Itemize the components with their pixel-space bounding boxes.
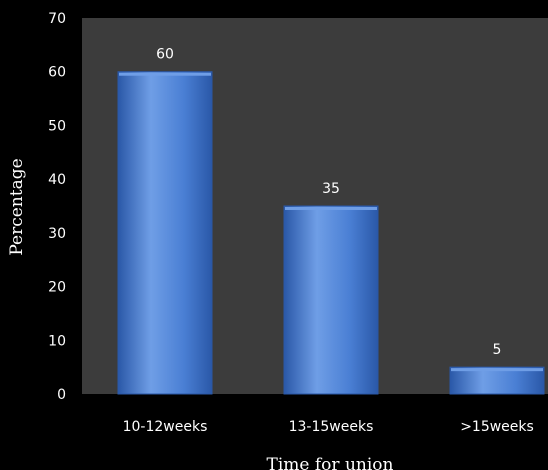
y-tick-label: 30	[48, 226, 66, 242]
y-axis-ticks: 0 10 20 30 40 50 60 70	[48, 11, 66, 403]
data-label: 35	[322, 181, 340, 197]
x-category-label: 13-15weeks	[289, 419, 374, 435]
x-axis-title: Time for union	[267, 455, 394, 470]
y-tick-label: 0	[57, 387, 66, 403]
y-tick-label: 50	[48, 118, 66, 134]
bar-highlight	[119, 72, 211, 76]
bar-highlight	[285, 207, 377, 210]
data-label: 60	[156, 47, 174, 63]
x-axis-categories: 10-12weeks 13-15weeks >15weeks	[123, 419, 534, 435]
y-tick-label: 20	[48, 280, 66, 296]
data-labels: 60 35 5	[156, 47, 501, 358]
bar	[449, 366, 545, 395]
x-category-label: >15weeks	[460, 419, 534, 435]
x-category-label: 10-12weeks	[123, 419, 208, 435]
y-tick-label: 40	[48, 172, 66, 188]
bar-highlight	[451, 368, 543, 372]
y-tick-label: 60	[48, 65, 66, 81]
y-tick-label: 10	[48, 333, 66, 349]
bar	[283, 205, 379, 395]
y-axis-title: Percentage	[7, 158, 27, 255]
bar	[117, 71, 213, 395]
data-label: 5	[493, 342, 502, 358]
bars	[117, 71, 545, 395]
y-tick-label: 70	[48, 11, 66, 27]
